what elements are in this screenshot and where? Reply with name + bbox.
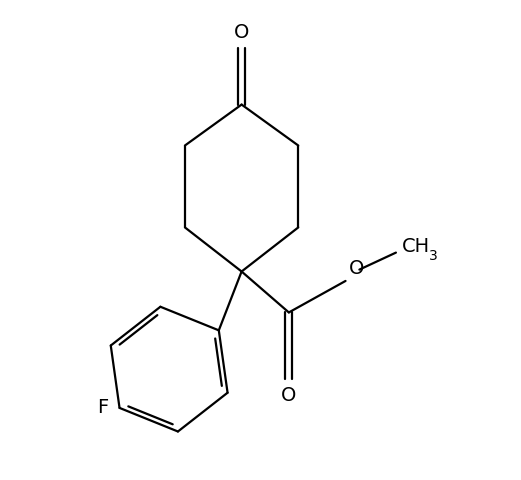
Text: O: O [234,23,249,42]
Text: O: O [281,386,296,405]
Text: CH: CH [402,237,430,256]
Text: F: F [97,398,108,418]
Text: 3: 3 [429,249,438,263]
Text: O: O [349,259,364,278]
